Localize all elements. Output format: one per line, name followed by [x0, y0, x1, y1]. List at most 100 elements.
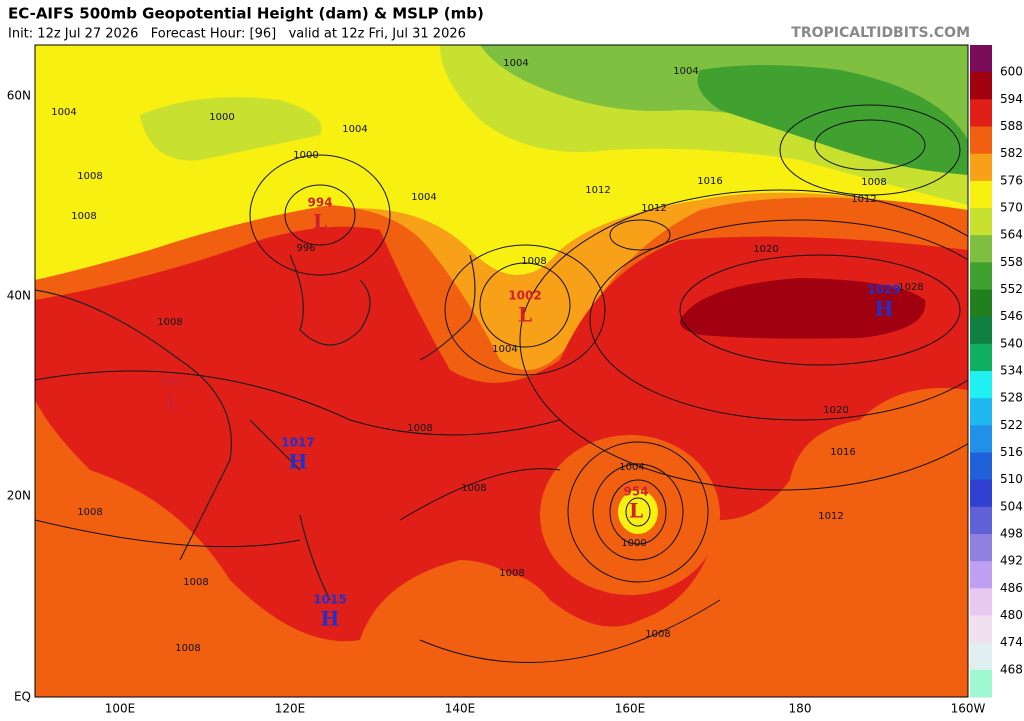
- colorbar-segment: [970, 534, 992, 562]
- colorbar-segment: [970, 398, 992, 426]
- lon-label: 160E: [615, 702, 646, 716]
- contour-label: 1008: [175, 643, 200, 654]
- colorbar-segment: [970, 235, 992, 263]
- center-value: 1015: [313, 593, 346, 607]
- lat-label: 40N: [7, 289, 31, 303]
- contour-label: 1008: [499, 568, 524, 579]
- contour-label: 1008: [645, 629, 670, 640]
- center-value: 1029: [867, 283, 900, 297]
- colorbar-segment: [970, 615, 992, 644]
- colorbar-label: 540: [1000, 336, 1023, 350]
- colorbar-label: 468: [1000, 662, 1023, 676]
- colorbar-segment: [970, 208, 992, 236]
- lon-label: 100E: [105, 702, 136, 716]
- colorbar-segment: [970, 506, 992, 535]
- colorbar-label: 582: [1000, 146, 1023, 160]
- colorbar-label: 558: [1000, 255, 1023, 269]
- contour-label: 996: [296, 243, 315, 254]
- contour-label: 1008: [77, 171, 102, 182]
- colorbar-segment: [970, 72, 992, 100]
- colorbar-segment: [970, 262, 992, 290]
- colorbar-segment: [970, 99, 992, 127]
- center-value: 994: [307, 196, 332, 210]
- colorbar-segment: [970, 45, 992, 73]
- colorbar-segment: [970, 452, 992, 481]
- colorbar-label: 492: [1000, 554, 1023, 568]
- contour-label: 1008: [407, 423, 432, 434]
- colorbar: 600 594 588 582 576 570 564 558 552 546 540 534 528 5…: [970, 45, 1023, 698]
- contour-label: 1008: [183, 577, 208, 588]
- center-letter: H: [321, 607, 340, 631]
- contour-label: 1004: [619, 462, 644, 473]
- contour-label: 1012: [641, 203, 666, 214]
- colorbar-label: 552: [1000, 282, 1023, 296]
- watermark: TROPICALTIDBITS.COM: [791, 25, 970, 41]
- colorbar-segment: [970, 126, 992, 155]
- lat-label: 60N: [7, 89, 31, 103]
- lon-label: 140E: [445, 702, 476, 716]
- contour-label: 1000: [621, 538, 646, 549]
- colorbar-label: 570: [1000, 201, 1023, 215]
- colorbar-label: 594: [1000, 92, 1023, 106]
- colorbar-segment: [970, 425, 992, 453]
- contour-label: 1004: [673, 66, 698, 77]
- colorbar-segment: [970, 180, 992, 209]
- center-letter: L: [166, 390, 180, 414]
- colorbar-segment: [970, 316, 992, 345]
- center-letter: H: [289, 450, 308, 474]
- lat-label: EQ: [14, 690, 31, 704]
- contour-label: 1000: [209, 112, 234, 123]
- colorbar-label: 480: [1000, 608, 1023, 622]
- colorbar-label: 510: [1000, 472, 1023, 486]
- contour-label: 1008: [461, 483, 486, 494]
- colorbar-segment: [970, 289, 992, 318]
- height-field: [35, 45, 968, 697]
- subtitle: Init: 12z Jul 27 2026 Forecast Hour: [96…: [8, 27, 466, 42]
- contour-label: 1004: [411, 192, 436, 203]
- colorbar-segment: [970, 669, 992, 698]
- colorbar-label: 522: [1000, 418, 1023, 432]
- center-value: 954: [623, 485, 648, 499]
- contour-label: 1004: [51, 107, 76, 118]
- contour-label: 1012: [818, 511, 843, 522]
- colorbar-label: 516: [1000, 445, 1023, 459]
- contour-label: 1008: [157, 317, 182, 328]
- colorbar-label: 528: [1000, 391, 1023, 405]
- contour-label: 1008: [71, 211, 96, 222]
- contour-label: 1000: [293, 150, 318, 161]
- contour-label: 1004: [342, 124, 367, 135]
- contour-label: 1028: [898, 282, 923, 293]
- colorbar-label: 546: [1000, 309, 1023, 323]
- center-letter: L: [518, 303, 532, 327]
- colorbar-label: 486: [1000, 581, 1023, 595]
- contour-label: 1012: [851, 194, 876, 205]
- colorbar-segment: [970, 588, 992, 616]
- contour-label: 1004: [503, 58, 528, 69]
- lon-label: 180: [789, 702, 812, 716]
- center-letter: L: [629, 499, 643, 523]
- center-letter: H: [875, 297, 894, 321]
- contour-label: 1008: [861, 177, 886, 188]
- contour-label: 1020: [753, 244, 778, 255]
- colorbar-label: 504: [1000, 499, 1023, 513]
- colorbar-segment: [970, 371, 992, 399]
- colorbar-segment: [970, 479, 992, 508]
- contour-label: 1004: [492, 344, 517, 355]
- center-value: 999: [160, 376, 185, 390]
- contour-label: 1012: [585, 185, 610, 196]
- colorbar-label: 588: [1000, 119, 1023, 133]
- colorbar-segment: [970, 642, 992, 671]
- center-letter: L: [313, 210, 327, 234]
- map-frame: [34, 44, 969, 698]
- lon-label: 120E: [275, 702, 306, 716]
- colorbar-segment: [970, 343, 992, 372]
- colorbar-label: 600: [1000, 65, 1023, 79]
- center-value: 1002: [508, 289, 541, 303]
- contour-label: 1020: [823, 405, 848, 416]
- colorbar-label: 534: [1000, 364, 1023, 378]
- colorbar-label: 498: [1000, 527, 1023, 541]
- title: EC-AIFS 500mb Geopotential Height (dam) …: [8, 5, 484, 23]
- lat-label: 20N: [7, 489, 31, 503]
